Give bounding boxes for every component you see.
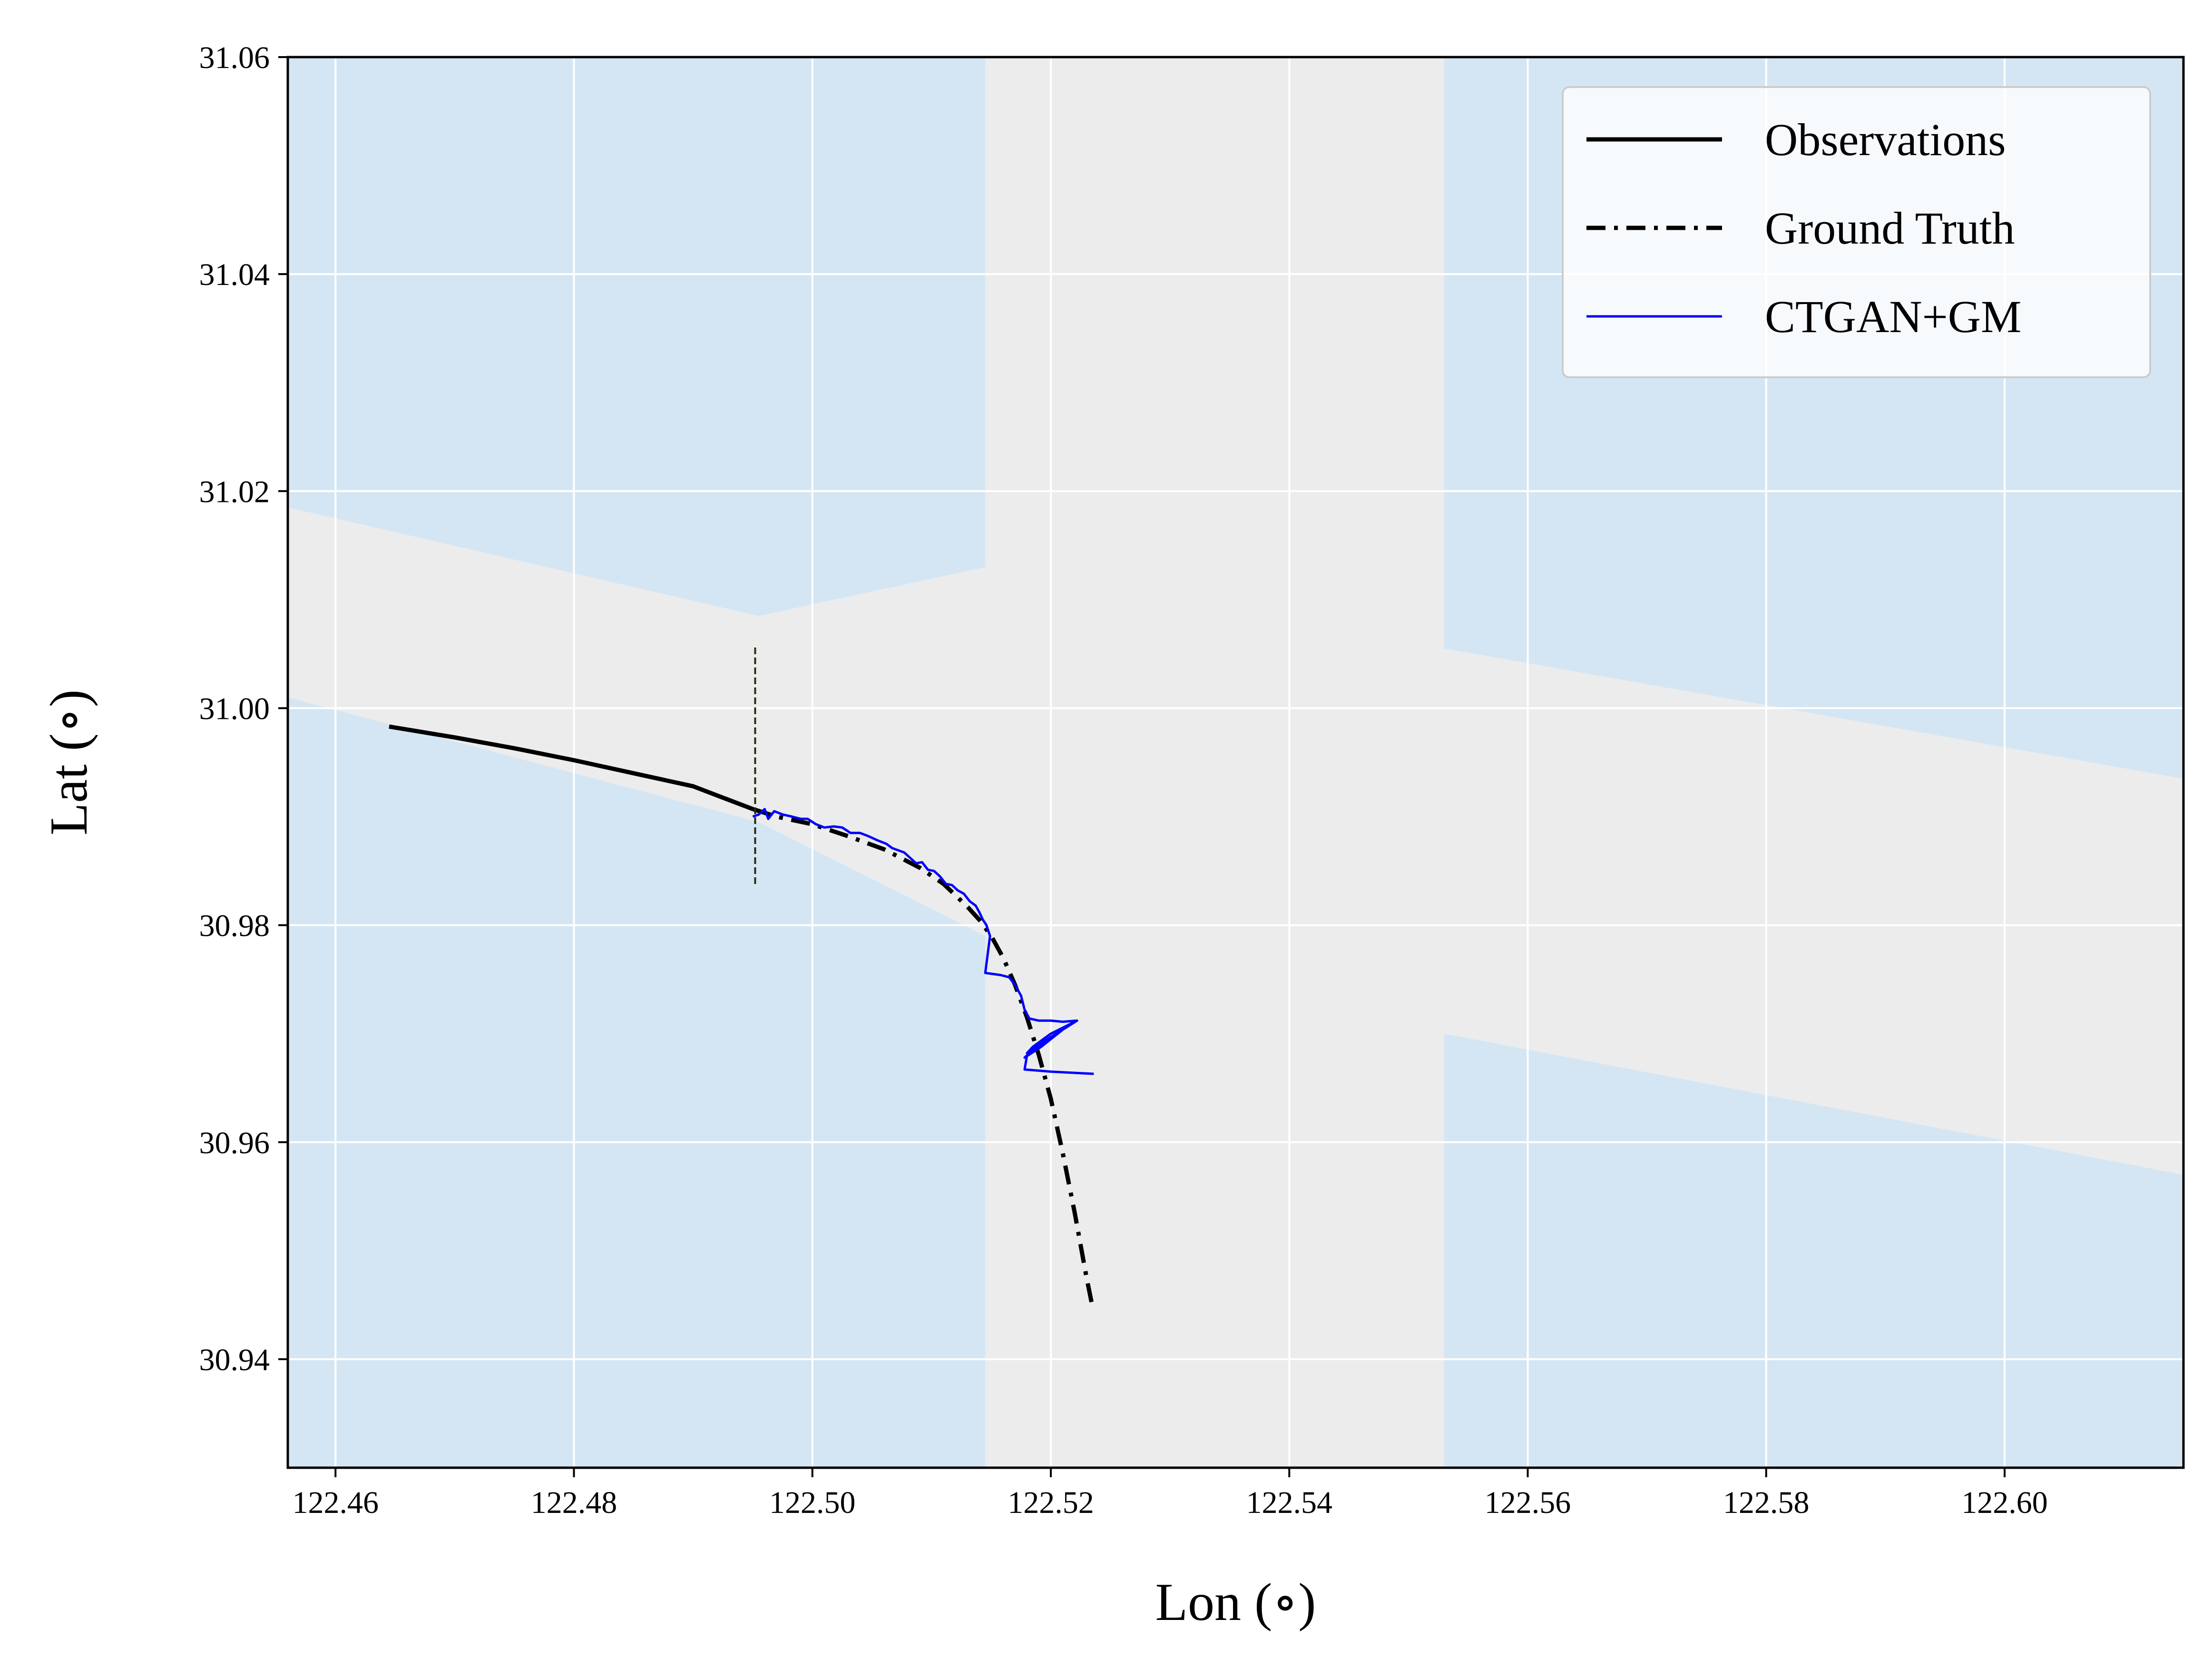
y-tick-label-1: 30.94 [199, 1343, 270, 1377]
axis-ticks: 122.46 122.48 122.50 122.52 122.54 122.56 122.… [199, 40, 2048, 1520]
series-observations [389, 724, 754, 811]
water-region-2 [288, 697, 986, 1468]
y-tick-label-5: 31.02 [199, 474, 270, 509]
y-tick-label-4: 31.00 [199, 691, 270, 726]
plot-frame [286, 56, 2185, 1469]
y-tick-label-3: 30.98 [199, 909, 270, 943]
y-tick-label-2: 30.96 [199, 1126, 270, 1160]
x-axis-label: Lon (∘) [1155, 1573, 1316, 1632]
x-tick-label-4: 122.52 [1008, 1485, 1094, 1520]
legend-box [1562, 86, 2151, 378]
legend-label-observations: Observations [1765, 114, 2006, 165]
x-tick-label-8: 122.60 [1961, 1485, 2048, 1520]
y-tick-label-7: 31.06 [199, 40, 270, 75]
legend-label-ctgan-gm: CTGAN+GM [1765, 291, 2021, 342]
series-layer [389, 646, 1095, 1308]
legend: Observations Ground Truth CTGAN+GM [1562, 86, 2151, 378]
x-tick-label-6: 122.56 [1485, 1485, 1571, 1520]
x-tick-label-1: 122.46 [293, 1485, 379, 1520]
water-region-1 [288, 57, 986, 616]
x-tick-label-7: 122.58 [1723, 1485, 1810, 1520]
y-tick-label-6: 31.04 [199, 257, 270, 292]
series-ctgan-gm [752, 808, 1094, 1075]
legend-label-ground-truth: Ground Truth [1765, 203, 2015, 254]
x-tick-label-2: 122.48 [531, 1485, 617, 1520]
x-tick-label-3: 122.50 [769, 1485, 856, 1520]
y-axis-label: Lat (∘) [39, 689, 98, 835]
grid [288, 57, 2183, 1468]
x-tick-label-5: 122.54 [1246, 1485, 1333, 1520]
